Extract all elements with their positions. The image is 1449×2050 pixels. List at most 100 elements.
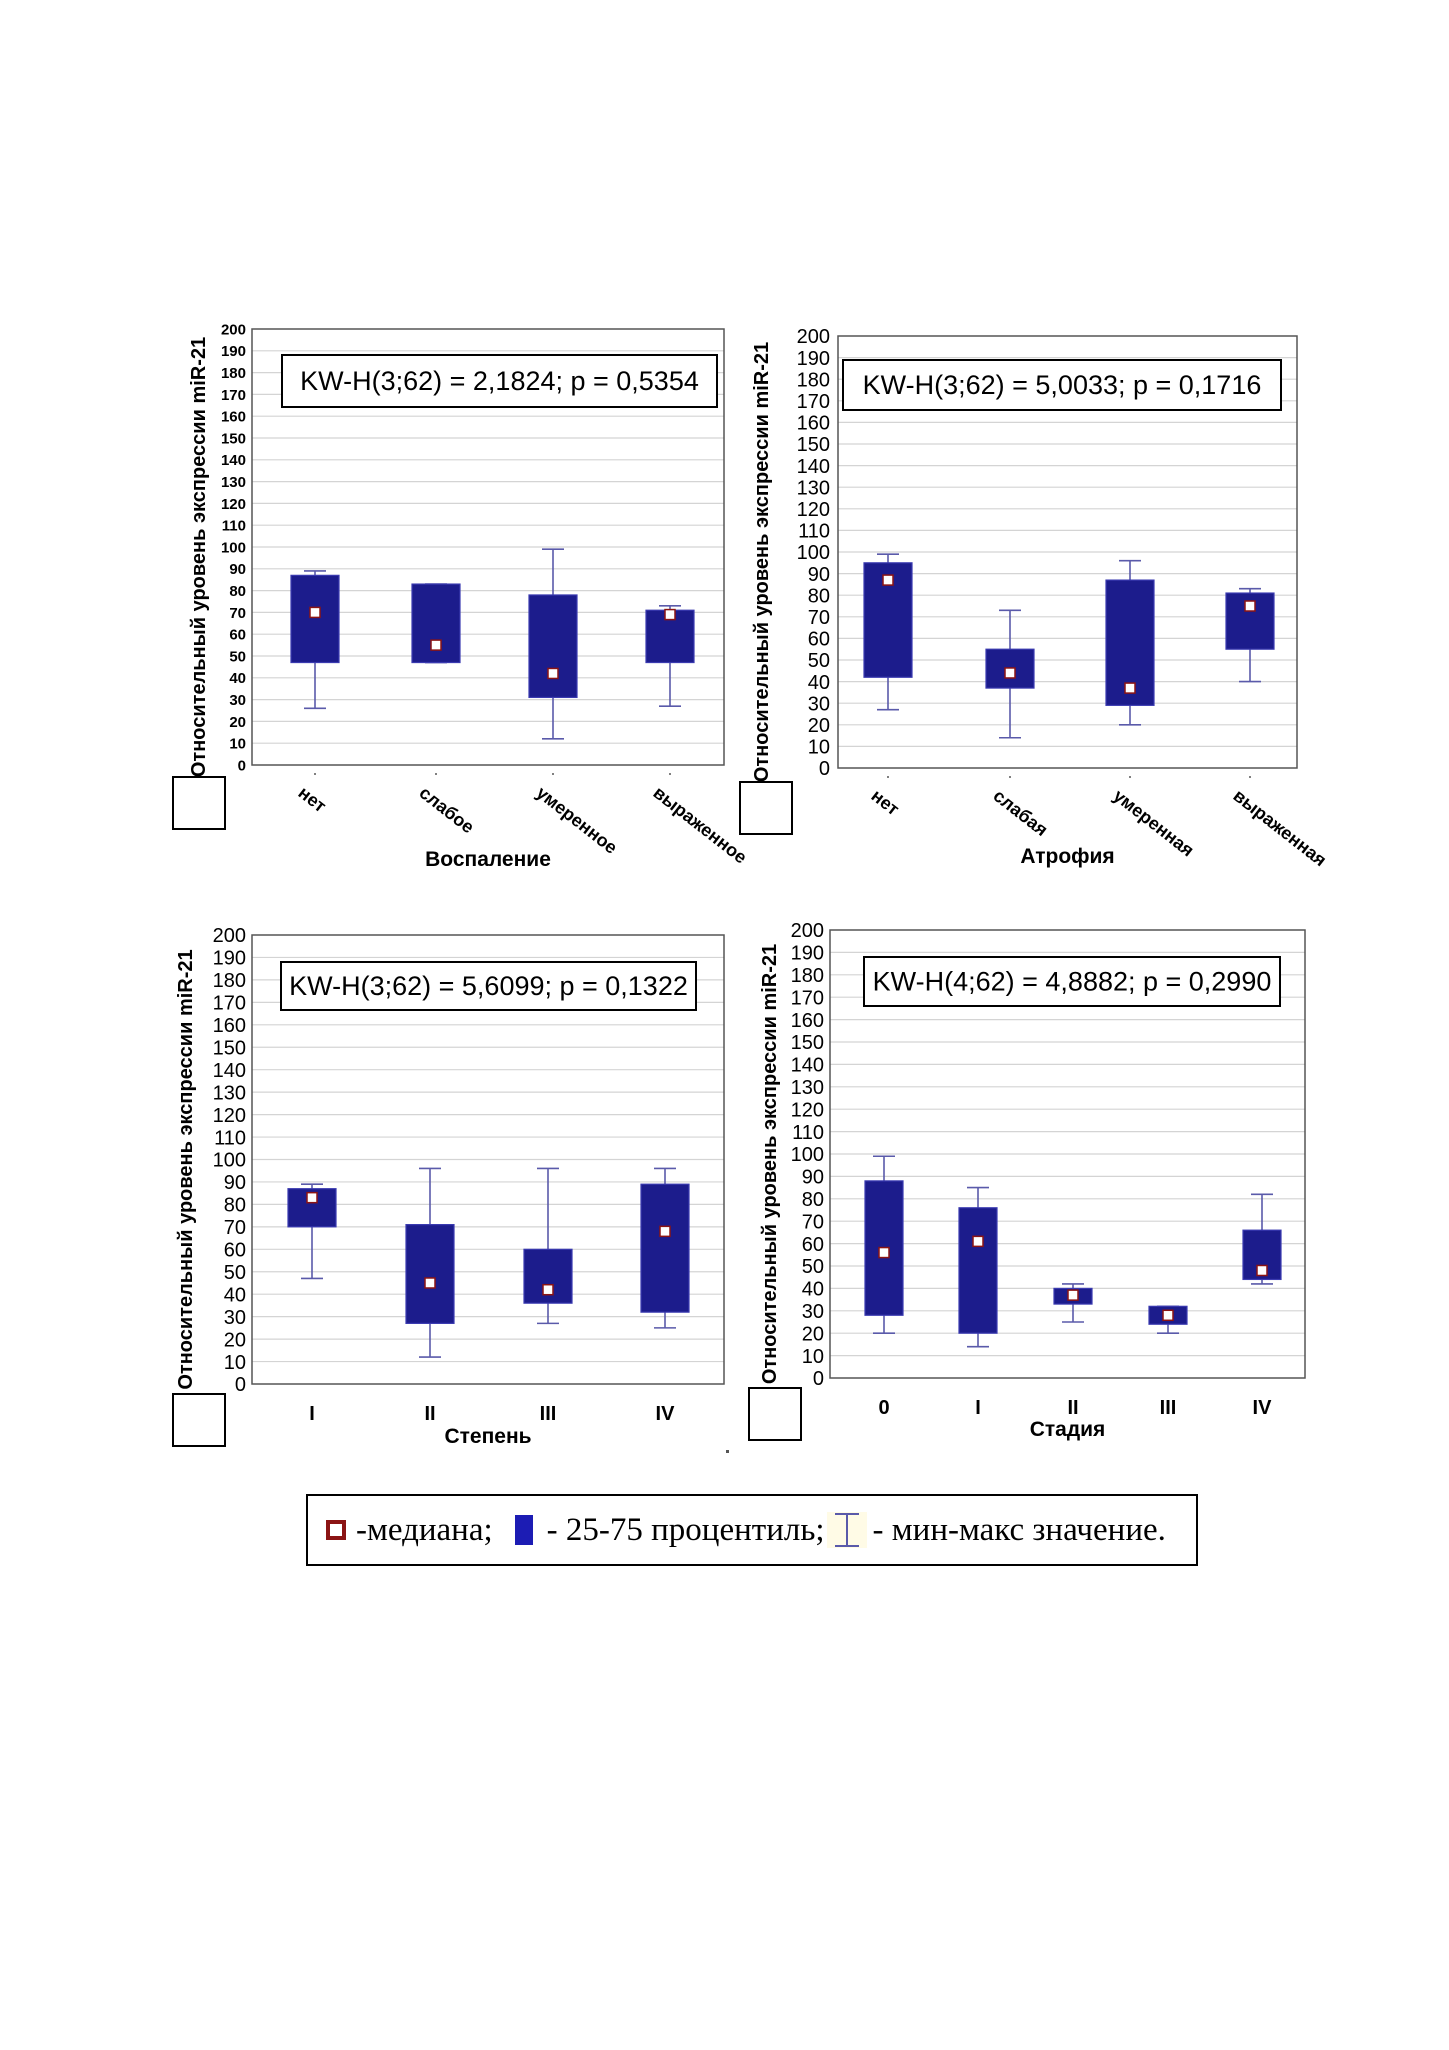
category-label: I	[975, 1397, 981, 1419]
median-marker	[882, 574, 894, 586]
iqr-box	[640, 1183, 690, 1313]
iqr-box	[958, 1207, 998, 1334]
y-tick-label: 0	[819, 758, 830, 780]
stat-text: KW-H(3;62) = 2,1824; p = 0,5354	[300, 366, 699, 396]
legend-whisker-label: - мин-макс значение.	[872, 1511, 1166, 1548]
median-marker	[306, 1191, 318, 1204]
y-tick-label: 30	[229, 692, 246, 709]
y-tick-label: 120	[797, 499, 830, 521]
y-axis-title: Относительный уровень экспрессии miR-21	[759, 944, 781, 1384]
x-axis-title: Стадия	[1030, 1418, 1106, 1441]
y-tick-label: 110	[798, 521, 830, 543]
category-label: II	[424, 1403, 435, 1425]
y-tick-label: 170	[221, 387, 246, 404]
median-marker	[1124, 682, 1136, 694]
y-tick-label: 150	[791, 1032, 824, 1054]
y-tick-label: 120	[213, 1105, 246, 1127]
stat-box	[280, 961, 697, 1011]
chart-panel-1: 0 10 20 30 40 50 60 70 80 90 100 110 120 130 140 150 160…	[188, 321, 751, 871]
category-label: III	[540, 1403, 557, 1425]
y-tick-label: 200	[213, 925, 246, 947]
median-marker	[1244, 600, 1256, 612]
y-tick-label: 180	[797, 369, 830, 391]
panel-c-blank-box	[172, 1393, 226, 1447]
y-tick-label: 160	[791, 1010, 824, 1032]
y-axis-title: Относительный уровень экспрессии miR-21	[175, 949, 197, 1389]
y-tick-label: 0	[238, 757, 246, 774]
stat-text: KW-H(4;62) = 4,8882; p = 0,2990	[873, 967, 1272, 997]
y-tick-label: 200	[221, 321, 246, 338]
y-tick-label: 80	[229, 583, 246, 600]
y-tick-label: 20	[229, 714, 246, 731]
x-axis-title: Степень	[444, 1425, 531, 1448]
y-tick-label: 180	[791, 965, 824, 987]
y-tick-label: 10	[224, 1352, 246, 1374]
y-tick-label: 170	[797, 391, 830, 413]
y-tick-label: 10	[229, 736, 246, 753]
iqr-box	[1242, 1229, 1282, 1281]
median-marker	[430, 639, 442, 651]
y-tick-label: 0	[813, 1368, 824, 1390]
median-marker	[1067, 1289, 1079, 1301]
y-tick-label: 60	[802, 1234, 824, 1256]
median-marker	[309, 606, 321, 619]
y-tick-label: 90	[229, 561, 246, 578]
category-label: умеренное	[533, 782, 622, 857]
y-tick-label: 130	[213, 1082, 246, 1104]
panel-b-blank-box	[739, 781, 793, 835]
median-marker	[878, 1246, 890, 1259]
median-marker-icon	[326, 1520, 346, 1540]
y-tick-label: 150	[221, 430, 246, 447]
category-label: слабая	[990, 785, 1052, 840]
legend: -медиана; - 25-75 процентиль; - мин-макс…	[306, 1494, 1198, 1566]
y-tick-label: 40	[802, 1279, 824, 1301]
y-tick-label: 150	[213, 1037, 246, 1059]
panel-d-blank-box	[748, 1387, 802, 1441]
y-tick-label: 10	[802, 1346, 824, 1368]
y-tick-label: 120	[791, 1099, 824, 1121]
y-tick-label: 30	[802, 1301, 824, 1323]
y-tick-label: 100	[213, 1150, 246, 1172]
stat-box	[863, 956, 1281, 1007]
stat-text: KW-H(3;62) = 5,0033; p = 0,1716	[863, 370, 1262, 400]
y-tick-label: 50	[808, 650, 830, 672]
stat-box	[842, 359, 1282, 411]
iqr-box	[405, 1224, 455, 1324]
plot-frame	[829, 929, 1306, 1379]
y-tick-label: 90	[224, 1172, 246, 1194]
y-tick-label: 50	[229, 648, 246, 665]
median-marker	[542, 1283, 554, 1296]
y-tick-label: 50	[224, 1262, 246, 1284]
category-label: выраженное	[650, 782, 751, 867]
y-tick-label: 70	[229, 605, 246, 622]
y-tick-label: 100	[791, 1144, 824, 1166]
stat-text: KW-H(3;62) = 5,6099; p = 0,1322	[289, 971, 688, 1001]
category-label: II	[1067, 1397, 1078, 1419]
y-tick-label: 110	[792, 1122, 824, 1144]
median-marker	[1004, 667, 1016, 679]
whisker-icon	[826, 1512, 867, 1548]
y-tick-label: 100	[221, 539, 246, 556]
y-tick-label: 40	[224, 1284, 246, 1306]
x-axis-title: Воспаление	[425, 848, 551, 871]
y-tick-label: 40	[229, 670, 246, 687]
y-tick-label: 180	[221, 365, 246, 382]
y-tick-label: 110	[214, 1127, 246, 1149]
plot-frame	[251, 328, 725, 766]
median-marker	[424, 1277, 436, 1289]
y-tick-label: 190	[213, 948, 246, 970]
y-tick-label: 130	[797, 477, 830, 499]
y-tick-label: 40	[808, 672, 830, 694]
category-label: нет	[868, 785, 904, 819]
y-tick-label: 80	[802, 1189, 824, 1211]
plot-frame	[837, 335, 1298, 769]
median-marker	[1256, 1264, 1268, 1277]
y-tick-label: 150	[797, 434, 830, 456]
y-tick-label: 140	[221, 452, 246, 469]
y-tick-label: 30	[224, 1307, 246, 1329]
y-tick-label: 20	[808, 715, 830, 737]
category-label: I	[309, 1403, 315, 1425]
y-tick-label: 0	[235, 1374, 246, 1396]
y-tick-label: 60	[229, 627, 246, 644]
